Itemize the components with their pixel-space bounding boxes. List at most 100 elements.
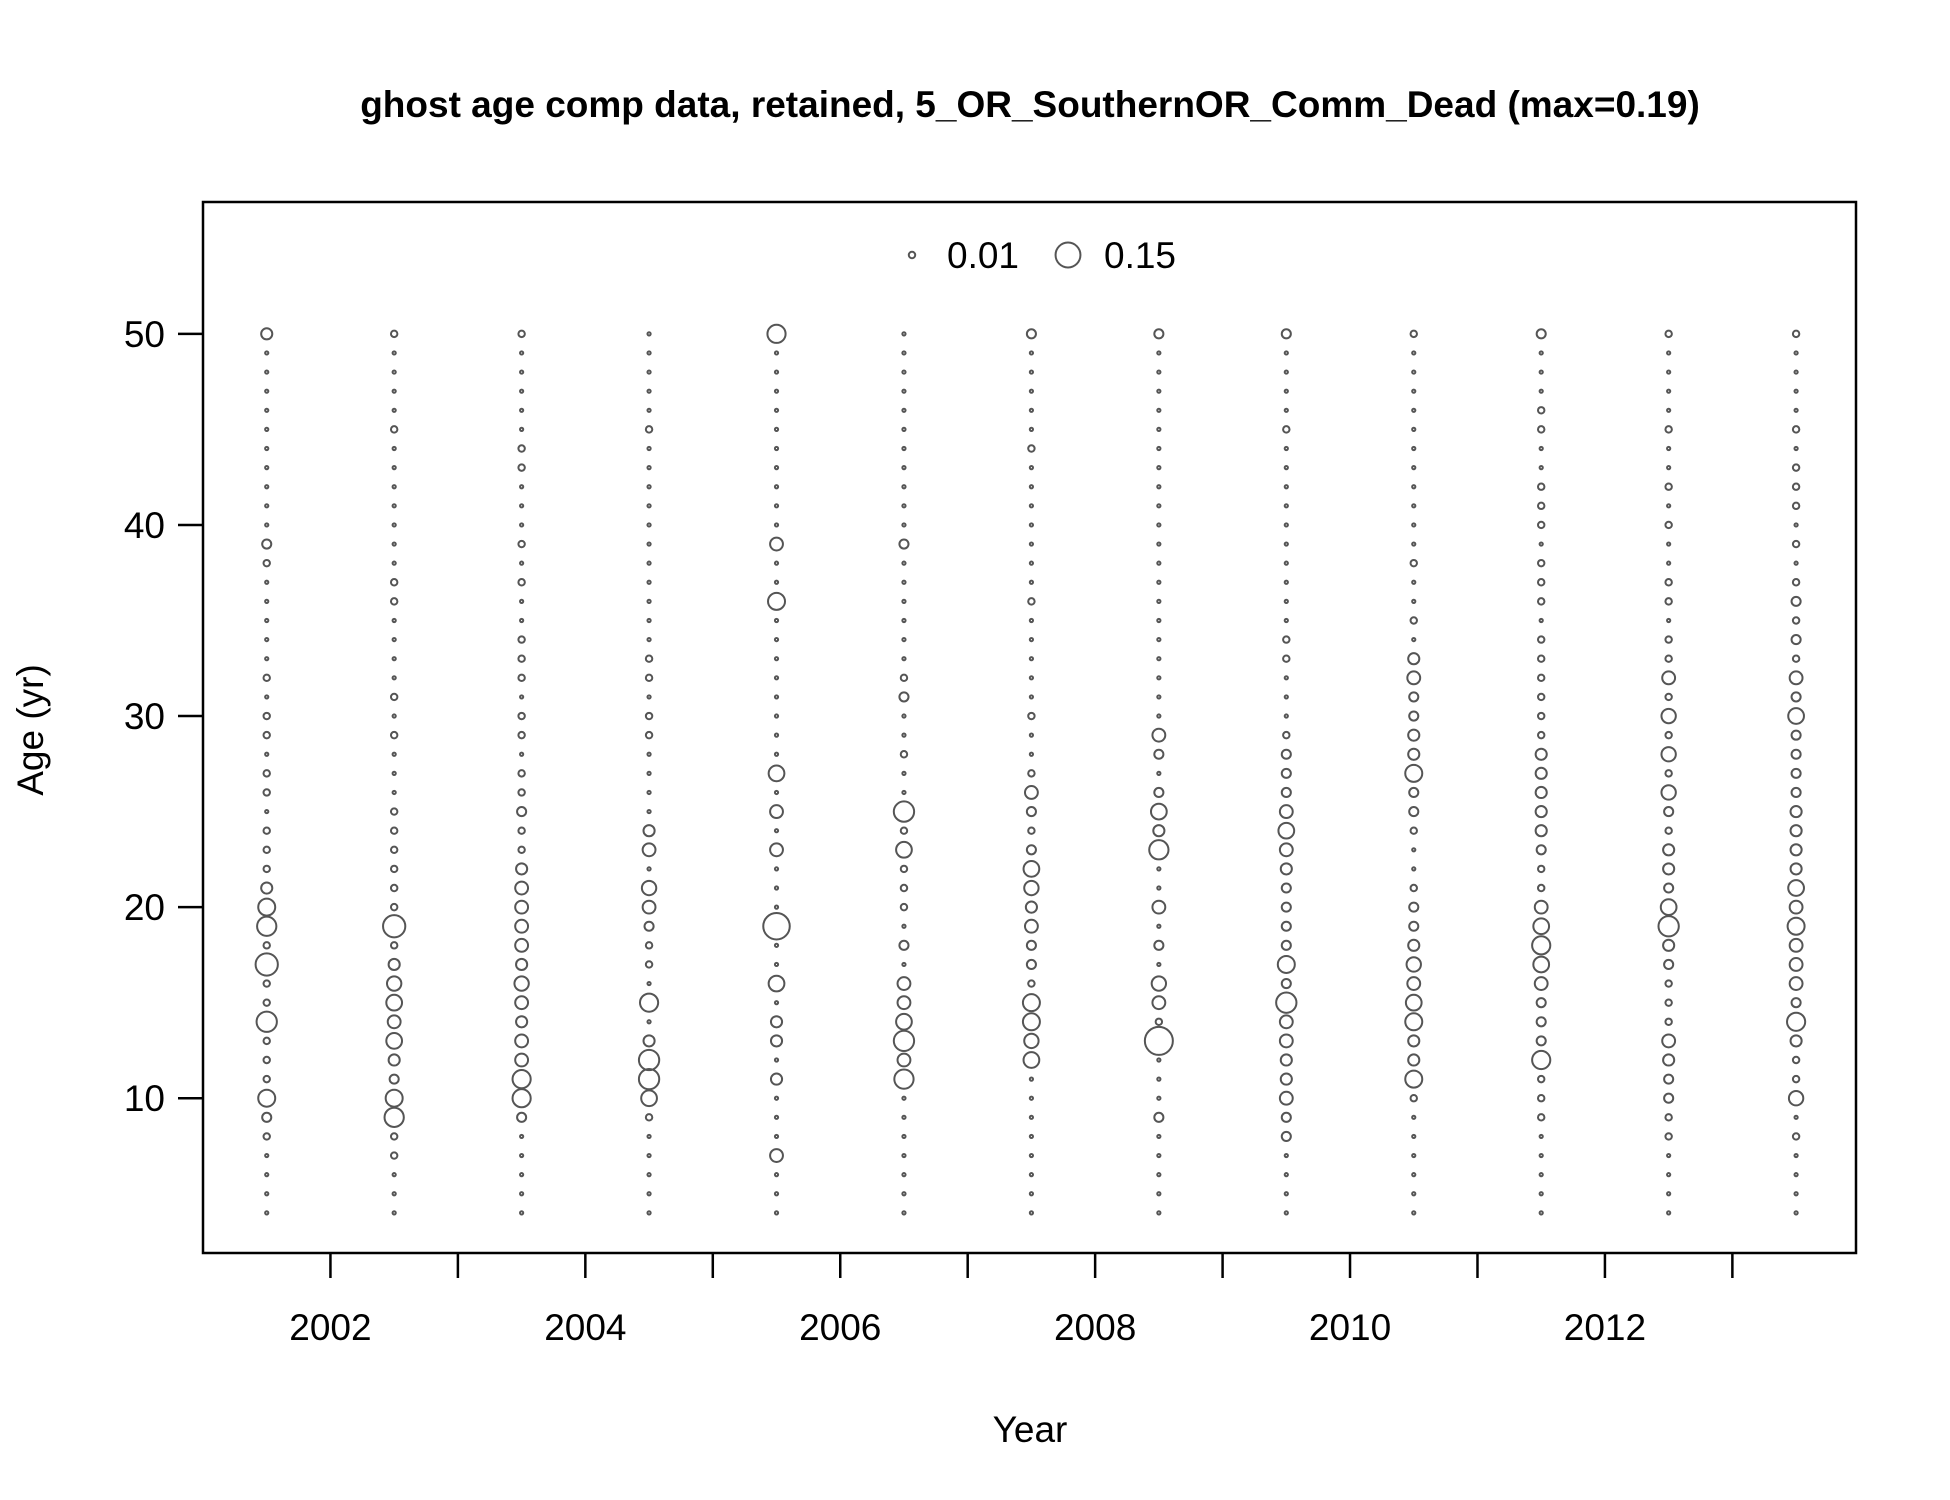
data-point: [515, 1015, 529, 1029]
data-point: [517, 635, 526, 644]
data-point: [1028, 675, 1035, 681]
data-point: [1793, 1152, 1799, 1159]
data-point: [514, 937, 530, 953]
data-point: [1663, 1092, 1675, 1104]
data-point: [257, 897, 277, 917]
data-point: [901, 484, 907, 490]
data-point: [1025, 939, 1037, 951]
data-point: [899, 864, 909, 874]
data-point: [1023, 785, 1039, 800]
data-point: [516, 1111, 528, 1123]
data-point: [1409, 616, 1418, 625]
data-point: [1283, 369, 1289, 375]
data-point: [1411, 1191, 1417, 1197]
data-point: [769, 536, 784, 552]
data-point: [1536, 558, 1546, 568]
data-point: [1156, 426, 1162, 432]
data-point: [391, 484, 397, 490]
data-point: [1789, 805, 1803, 819]
data-point: [519, 617, 525, 624]
data-point: [262, 1074, 271, 1084]
data-point: [1277, 821, 1296, 840]
data-point: [264, 503, 270, 509]
data-point: [1283, 484, 1289, 490]
data-point: [646, 1152, 652, 1159]
data-point: [1156, 1133, 1162, 1140]
data-point: [1411, 847, 1417, 853]
data-point: [1788, 976, 1804, 991]
data-point: [1790, 691, 1802, 703]
data-point: [1278, 1033, 1294, 1049]
data-point: [1793, 369, 1799, 375]
data-point: [1156, 1152, 1162, 1159]
data-point: [262, 826, 271, 835]
data-point: [262, 711, 271, 721]
data-point: [264, 484, 270, 490]
data-point: [646, 808, 652, 815]
data-point: [895, 1012, 913, 1031]
data-point: [773, 636, 780, 643]
data-point: [899, 883, 909, 893]
data-point: [391, 522, 397, 528]
data-point: [1156, 617, 1162, 624]
data-point: [515, 862, 529, 876]
data-point: [901, 656, 907, 662]
data-point: [1411, 579, 1417, 585]
data-point: [1791, 654, 1801, 663]
data-point: [1028, 407, 1035, 413]
data-point: [262, 845, 271, 855]
data-point: [1407, 1034, 1421, 1048]
data-point: [1282, 635, 1291, 644]
x-tick-label: 2008: [1054, 1307, 1136, 1348]
y-tick-label: 10: [124, 1078, 165, 1119]
data-point: [901, 445, 907, 452]
data-point: [1411, 484, 1417, 490]
data-point: [519, 503, 525, 509]
data-point: [767, 591, 787, 611]
data-point: [644, 673, 654, 683]
data-point: [519, 426, 525, 432]
data-point: [1283, 713, 1289, 719]
data-point: [1791, 616, 1801, 625]
data-point: [1790, 595, 1802, 607]
data-point: [389, 826, 399, 835]
data-point: [769, 1148, 784, 1163]
data-point: [1283, 1152, 1289, 1159]
data-point: [1406, 976, 1422, 991]
data-point: [1028, 694, 1035, 700]
data-point: [517, 845, 526, 855]
x-axis-label: Year: [993, 1409, 1068, 1450]
data-point: [896, 976, 912, 991]
data-point: [514, 1033, 530, 1049]
data-point: [391, 350, 397, 356]
data-point: [517, 329, 526, 339]
data-point: [646, 1133, 652, 1140]
data-point: [257, 1088, 277, 1108]
data-point: [1411, 598, 1417, 604]
data-point: [1662, 938, 1676, 952]
data-point: [1028, 1114, 1035, 1120]
data-point: [637, 1067, 661, 1091]
data-point: [1409, 883, 1418, 893]
data-point: [1283, 1172, 1289, 1178]
data-point: [264, 598, 270, 604]
data-point: [1786, 1011, 1807, 1032]
data-point: [1411, 1210, 1417, 1216]
data-point: [1660, 784, 1677, 801]
data-point: [514, 899, 530, 915]
data-point: [1156, 885, 1162, 891]
data-point: [264, 522, 270, 528]
data-point: [391, 369, 397, 375]
data-point: [262, 979, 271, 988]
data-point: [1538, 350, 1544, 356]
data-point: [773, 713, 780, 719]
data-point: [1666, 1152, 1672, 1159]
data-point: [1156, 598, 1162, 604]
data-point: [1536, 520, 1546, 530]
data-point: [773, 560, 780, 566]
data-point: [1028, 1076, 1035, 1082]
data-point: [1028, 732, 1035, 738]
data-point: [1793, 350, 1799, 356]
data-point: [899, 673, 909, 683]
data-point: [646, 636, 652, 643]
